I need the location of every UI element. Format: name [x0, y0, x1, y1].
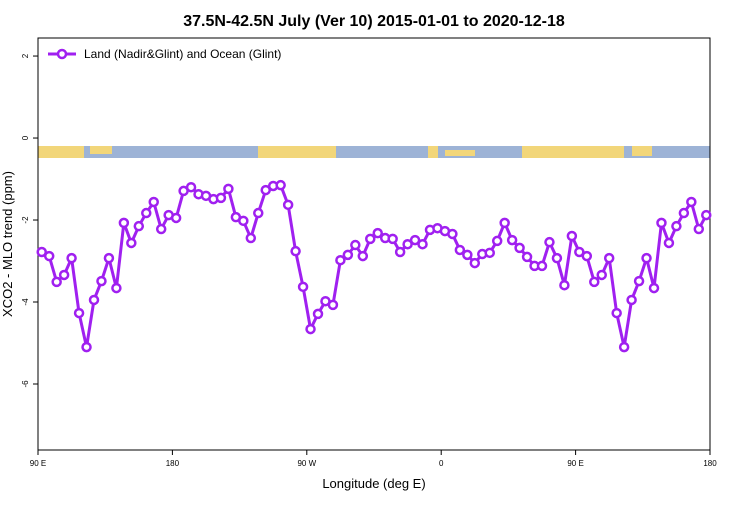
- point: [394, 246, 406, 258]
- point: [133, 220, 145, 232]
- point: [551, 252, 563, 264]
- point: [633, 275, 645, 287]
- point: [618, 341, 630, 353]
- point: [611, 307, 622, 319]
- point: [671, 220, 682, 232]
- point: [521, 251, 533, 263]
- point: [372, 227, 383, 239]
- point: [656, 217, 667, 229]
- point: [282, 199, 294, 211]
- point: [581, 250, 593, 262]
- point: [491, 235, 503, 247]
- y-tick-label: 0: [21, 135, 30, 140]
- x-tick-label: 180: [166, 459, 180, 468]
- point: [342, 249, 354, 261]
- point: [469, 257, 481, 269]
- point: [417, 238, 428, 250]
- point: [111, 282, 122, 294]
- y-tick-label: -4: [21, 298, 30, 306]
- point: [245, 232, 257, 244]
- x-tick-label: 180: [703, 459, 717, 468]
- point: [185, 181, 197, 193]
- point: [387, 233, 398, 245]
- point: [141, 207, 152, 219]
- point: [36, 246, 47, 258]
- point: [589, 276, 600, 288]
- point: [603, 252, 615, 264]
- point: [663, 237, 675, 249]
- legend-label: Land (Nadir&Glint) and Ocean (Glint): [84, 47, 281, 61]
- point: [148, 196, 159, 208]
- point: [223, 183, 234, 195]
- point: [574, 246, 585, 258]
- point: [253, 207, 264, 219]
- series-line: [41, 183, 708, 348]
- point: [536, 260, 548, 272]
- point: [260, 184, 271, 196]
- point: [43, 250, 55, 262]
- point: [462, 249, 473, 261]
- y-tick-label: -2: [21, 216, 30, 224]
- point: [447, 228, 458, 240]
- point: [559, 279, 570, 291]
- point: [170, 212, 182, 224]
- point: [409, 234, 421, 246]
- point: [454, 244, 466, 256]
- x-tick-label: 90 E: [567, 459, 583, 468]
- plot-frame: [37, 37, 711, 451]
- land-ocean-strip: [38, 146, 710, 158]
- point: [215, 192, 227, 204]
- x-tick-label: 90 E: [30, 459, 46, 468]
- point: [514, 242, 525, 254]
- point: [58, 269, 70, 281]
- chart-title: 37.5N-42.5N July (Ver 10) 2015-01-01 to …: [183, 13, 565, 30]
- point: [365, 233, 376, 245]
- point: [238, 215, 249, 227]
- point: [155, 223, 167, 235]
- point: [290, 245, 301, 257]
- y-tick-label: -6: [21, 380, 30, 388]
- point: [66, 252, 77, 264]
- point: [275, 179, 286, 191]
- y-axis-label: XCO2 - MLO trend (ppm): [0, 171, 15, 317]
- point: [350, 239, 361, 251]
- point: [506, 234, 518, 246]
- point: [544, 236, 555, 248]
- point: [335, 254, 346, 266]
- point: [126, 237, 137, 249]
- x-tick-label: 0: [439, 459, 444, 468]
- point: [327, 299, 339, 311]
- point: [73, 307, 85, 319]
- x-tick-label: 90 W: [297, 459, 316, 468]
- point: [499, 217, 510, 229]
- point: [96, 275, 107, 287]
- point: [701, 209, 712, 221]
- point: [693, 223, 705, 235]
- point: [402, 238, 413, 250]
- point: [596, 269, 607, 281]
- y-tick-label: 2: [21, 53, 30, 58]
- legend-marker: [56, 48, 68, 60]
- point: [118, 217, 130, 229]
- point: [88, 294, 100, 306]
- point: [357, 250, 369, 262]
- point: [297, 281, 309, 293]
- point: [678, 207, 690, 219]
- point: [81, 341, 92, 353]
- point: [626, 294, 637, 306]
- point: [648, 282, 660, 294]
- point: [686, 196, 697, 208]
- point: [484, 247, 495, 259]
- point: [312, 308, 324, 320]
- x-axis-label: Longitude (deg E): [322, 476, 425, 491]
- point: [305, 323, 316, 335]
- point: [51, 276, 62, 288]
- point: [103, 252, 115, 264]
- point: [641, 252, 652, 264]
- point: [566, 230, 578, 242]
